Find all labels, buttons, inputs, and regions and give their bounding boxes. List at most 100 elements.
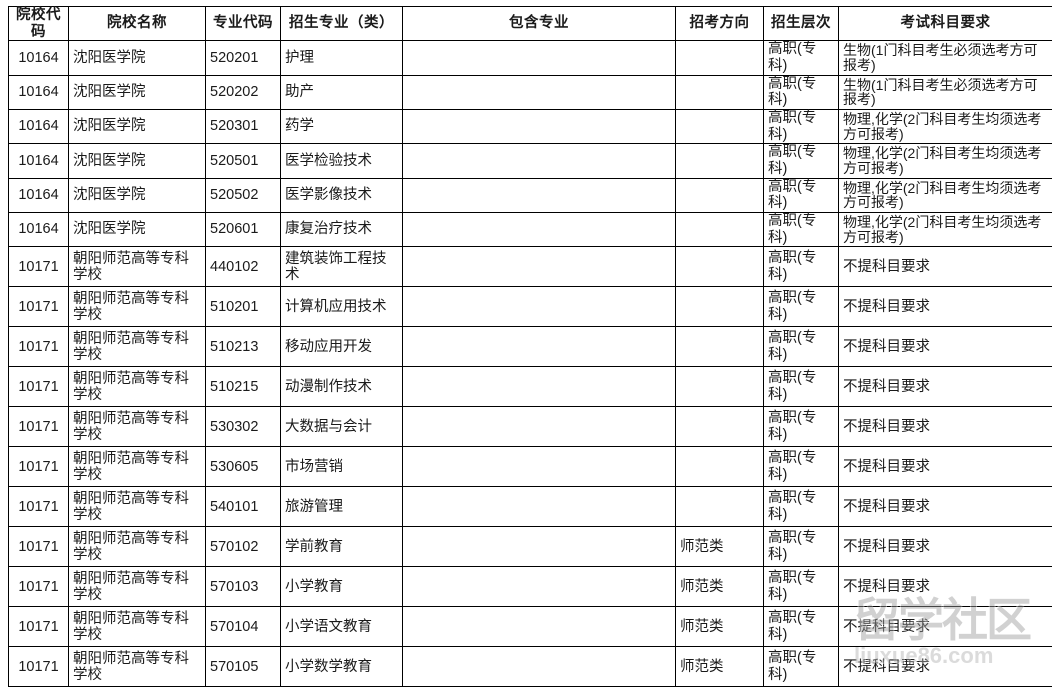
cell-direction xyxy=(676,144,764,178)
cell-school: 朝阳师范高等专科学校 xyxy=(69,527,206,567)
cell-major: 小学数学教育 xyxy=(281,647,403,687)
cell-code: 10164 xyxy=(9,144,69,178)
cell-code: 10171 xyxy=(9,607,69,647)
column-header-code: 院校代码 xyxy=(9,7,69,41)
cell-majorcode: 530605 xyxy=(206,447,281,487)
cell-direction xyxy=(676,487,764,527)
cell-majorcode: 520301 xyxy=(206,110,281,144)
cell-direction xyxy=(676,407,764,447)
cell-contains xyxy=(403,407,676,447)
cell-direction: 师范类 xyxy=(676,527,764,567)
cell-major: 学前教育 xyxy=(281,527,403,567)
cell-majorcode: 570103 xyxy=(206,567,281,607)
cell-code: 10171 xyxy=(9,247,69,287)
cell-level: 高职(专科) xyxy=(764,647,839,687)
cell-contains xyxy=(403,487,676,527)
cell-level: 高职(专科) xyxy=(764,607,839,647)
cell-code: 10171 xyxy=(9,367,69,407)
cell-school: 朝阳师范高等专科学校 xyxy=(69,247,206,287)
cell-code: 10164 xyxy=(9,213,69,247)
cell-code: 10171 xyxy=(9,567,69,607)
cell-code: 10171 xyxy=(9,647,69,687)
column-header-direction: 招考方向 xyxy=(676,7,764,41)
cell-exam: 不提科目要求 xyxy=(839,607,1052,647)
cell-level: 高职(专科) xyxy=(764,247,839,287)
cell-level: 高职(专科) xyxy=(764,487,839,527)
cell-level: 高职(专科) xyxy=(764,567,839,607)
cell-contains xyxy=(403,367,676,407)
cell-exam: 不提科目要求 xyxy=(839,367,1052,407)
cell-direction: 师范类 xyxy=(676,567,764,607)
cell-code: 10171 xyxy=(9,487,69,527)
cell-level: 高职(专科) xyxy=(764,144,839,178)
cell-major: 护理 xyxy=(281,41,403,75)
cell-code: 10164 xyxy=(9,41,69,75)
cell-school: 朝阳师范高等专科学校 xyxy=(69,567,206,607)
column-header-level: 招生层次 xyxy=(764,7,839,41)
cell-contains xyxy=(403,607,676,647)
cell-direction xyxy=(676,75,764,109)
cell-exam: 不提科目要求 xyxy=(839,287,1052,327)
cell-exam: 物理,化学(2门科目考生均须选考方可报考) xyxy=(839,213,1052,247)
cell-direction xyxy=(676,447,764,487)
cell-level: 高职(专科) xyxy=(764,527,839,567)
column-header-school: 院校名称 xyxy=(69,7,206,41)
cell-level: 高职(专科) xyxy=(764,327,839,367)
cell-direction xyxy=(676,287,764,327)
cell-code: 10171 xyxy=(9,327,69,367)
cell-school: 沈阳医学院 xyxy=(69,213,206,247)
cell-level: 高职(专科) xyxy=(764,213,839,247)
cell-major: 小学教育 xyxy=(281,567,403,607)
cell-direction: 师范类 xyxy=(676,607,764,647)
cell-exam: 物理,化学(2门科目考生均须选考方可报考) xyxy=(839,110,1052,144)
cell-major: 旅游管理 xyxy=(281,487,403,527)
cell-code: 10171 xyxy=(9,287,69,327)
cell-level: 高职(专科) xyxy=(764,407,839,447)
cell-school: 沈阳医学院 xyxy=(69,41,206,75)
cell-code: 10171 xyxy=(9,527,69,567)
cell-school: 朝阳师范高等专科学校 xyxy=(69,487,206,527)
cell-contains xyxy=(403,178,676,212)
column-header-exam: 考试科目要求 xyxy=(839,7,1052,41)
cell-majorcode: 520502 xyxy=(206,178,281,212)
cell-contains xyxy=(403,75,676,109)
cell-direction xyxy=(676,178,764,212)
cell-level: 高职(专科) xyxy=(764,75,839,109)
cell-major: 建筑装饰工程技术 xyxy=(281,247,403,287)
cell-majorcode: 510201 xyxy=(206,287,281,327)
cell-school: 朝阳师范高等专科学校 xyxy=(69,407,206,447)
cell-contains xyxy=(403,213,676,247)
cell-major: 动漫制作技术 xyxy=(281,367,403,407)
cell-school: 朝阳师范高等专科学校 xyxy=(69,647,206,687)
cell-direction xyxy=(676,247,764,287)
cell-majorcode: 540101 xyxy=(206,487,281,527)
cell-direction xyxy=(676,41,764,75)
cell-exam: 不提科目要求 xyxy=(839,527,1052,567)
cell-code: 10164 xyxy=(9,75,69,109)
cell-majorcode: 520601 xyxy=(206,213,281,247)
cell-exam: 不提科目要求 xyxy=(839,647,1052,687)
cell-contains xyxy=(403,110,676,144)
cell-majorcode: 530302 xyxy=(206,407,281,447)
cell-contains xyxy=(403,287,676,327)
cell-exam: 不提科目要求 xyxy=(839,447,1052,487)
cell-school: 朝阳师范高等专科学校 xyxy=(69,447,206,487)
cell-major: 市场营销 xyxy=(281,447,403,487)
cell-exam: 物理,化学(2门科目考生均须选考方可报考) xyxy=(839,144,1052,178)
cell-majorcode: 510213 xyxy=(206,327,281,367)
cell-level: 高职(专科) xyxy=(764,110,839,144)
cell-major: 大数据与会计 xyxy=(281,407,403,447)
cell-school: 沈阳医学院 xyxy=(69,144,206,178)
column-header-major: 招生专业（类） xyxy=(281,7,403,41)
